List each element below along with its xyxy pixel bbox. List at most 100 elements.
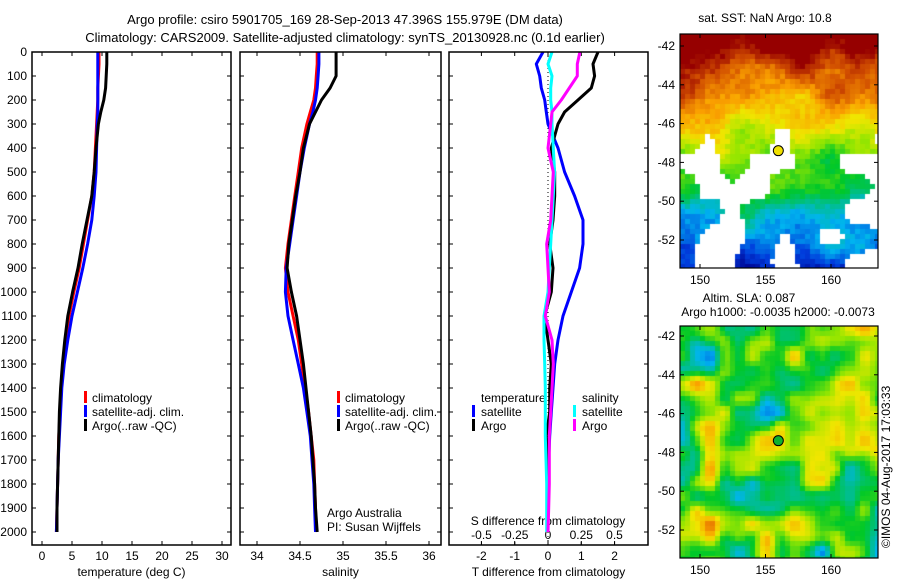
legend-swatch-satellite bbox=[337, 405, 340, 417]
depth-tick-label: 100 bbox=[7, 69, 27, 83]
series-line-salinity-satellite bbox=[542, 52, 557, 532]
legend-salinity-heading: salinity bbox=[582, 391, 619, 405]
map-lon-label: 155 bbox=[755, 563, 775, 577]
legend-satellite: satellite-adj. clim. bbox=[92, 405, 184, 419]
map-lat-label: -50 bbox=[658, 194, 676, 208]
legend-t-satellite: satellite bbox=[481, 405, 522, 419]
series-line-satellite-adj-clim- bbox=[54, 52, 100, 533]
depth-tick-label: 1700 bbox=[0, 453, 27, 467]
plot-frame-salinity bbox=[239, 51, 442, 546]
map-lon-label: 150 bbox=[690, 563, 710, 577]
depth-tick-label: 1300 bbox=[0, 357, 27, 371]
map-lat-label: -42 bbox=[658, 329, 676, 343]
map-frame bbox=[679, 325, 879, 559]
legend-swatch-climatology bbox=[337, 391, 340, 403]
legend-satellite: satellite-adj. clim. bbox=[345, 405, 437, 419]
map-lon-label: 155 bbox=[755, 273, 775, 287]
map-lat-label: -42 bbox=[658, 39, 676, 53]
depth-tick-label: 1000 bbox=[0, 285, 27, 299]
sla-map-title: Altim. SLA: 0.087 bbox=[703, 291, 796, 305]
x-tick-label: 15 bbox=[125, 549, 139, 563]
depth-tick-label: 1800 bbox=[0, 477, 27, 491]
x-tick-label: 0 bbox=[545, 549, 552, 563]
temperature-legend: climatology satellite-adj. clim. Argo(..… bbox=[84, 391, 184, 433]
map-lon-label: 160 bbox=[821, 273, 841, 287]
credit-line-2: PI: Susan Wijffels bbox=[327, 520, 421, 534]
legend-swatch-s-argo bbox=[573, 419, 576, 431]
x-tick-label: -1 bbox=[509, 549, 520, 563]
x-tick-label: 10 bbox=[95, 549, 109, 563]
title-line-2: Climatology: CARS2009. Satellite-adjuste… bbox=[85, 30, 605, 45]
legend-swatch-climatology bbox=[84, 391, 87, 403]
x-tick-label: 35.5 bbox=[374, 549, 398, 563]
map-frame bbox=[679, 33, 879, 269]
series-line-argo-raw-qc- bbox=[285, 52, 338, 533]
map-lat-label: -46 bbox=[658, 117, 676, 131]
x2-tick-label: 0.25 bbox=[570, 528, 594, 542]
x-tick-label: 20 bbox=[155, 549, 169, 563]
legend-argo: Argo(..raw -QC) bbox=[345, 419, 430, 433]
depth-tick-label: 200 bbox=[7, 93, 27, 107]
credit-line-1: Argo Australia bbox=[327, 506, 402, 520]
sst-map-title: sat. SST: NaN Argo: 10.8 bbox=[698, 11, 832, 25]
legend-s-argo: Argo bbox=[582, 419, 608, 433]
depth-tick-label: 1400 bbox=[0, 381, 27, 395]
depth-tick-label: 300 bbox=[7, 117, 27, 131]
x-tick-label: 35 bbox=[336, 549, 350, 563]
map-lon-label: 150 bbox=[690, 273, 710, 287]
legend-swatch-argo bbox=[84, 419, 87, 431]
imos-watermark: ©IMOS 04-Aug-2017 17:03:33 bbox=[879, 385, 893, 548]
sla-map-subtitle: Argo h1000: -0.0035 h2000: -0.0073 bbox=[681, 305, 875, 319]
map-lat-label: -44 bbox=[658, 78, 676, 92]
x2-tick-label: -0.5 bbox=[471, 528, 492, 542]
x2-tick-label: 0 bbox=[545, 528, 552, 542]
map-lat-label: -50 bbox=[658, 484, 676, 498]
argo-float-marker bbox=[772, 435, 784, 447]
legend-swatch-s-satellite bbox=[573, 405, 576, 417]
x-tick-label: 5 bbox=[69, 549, 76, 563]
plot-frame-difference bbox=[448, 51, 649, 546]
depth-tick-label: 600 bbox=[7, 189, 27, 203]
plot-frame-temperature bbox=[31, 51, 232, 546]
x2-tick-label: -0.25 bbox=[501, 528, 529, 542]
x-axis-label: temperature (deg C) bbox=[77, 565, 185, 579]
legend-swatch-t-argo bbox=[472, 419, 475, 431]
map-lon-label: 160 bbox=[821, 563, 841, 577]
x-tick-label: 34.5 bbox=[288, 549, 312, 563]
map-lat-label: -52 bbox=[658, 233, 676, 247]
map-lat-label: -52 bbox=[658, 523, 676, 537]
x-axis-label: T difference from climatology bbox=[472, 565, 626, 579]
depth-tick-label: 800 bbox=[7, 237, 27, 251]
legend-argo: Argo(..raw -QC) bbox=[92, 419, 177, 433]
legend-t-argo: Argo bbox=[481, 419, 507, 433]
legend-temperature-heading: temperature bbox=[481, 391, 546, 405]
x-tick-label: 25 bbox=[185, 549, 199, 563]
series-line-argo-raw-qc- bbox=[55, 52, 109, 532]
x-tick-label: 1 bbox=[578, 549, 585, 563]
legend-climatology: climatology bbox=[345, 391, 405, 405]
x-tick-label: 36 bbox=[422, 549, 436, 563]
x-tick-label: 34 bbox=[250, 549, 264, 563]
series-line-salinity-argo bbox=[543, 52, 582, 533]
argo-float-marker bbox=[772, 145, 784, 157]
legend-s-satellite: satellite bbox=[582, 405, 623, 419]
legend-swatch-satellite bbox=[84, 405, 87, 417]
x-axis-label: salinity bbox=[322, 565, 359, 579]
legend-swatch-argo bbox=[337, 419, 340, 431]
legend-climatology: climatology bbox=[92, 391, 152, 405]
map-lat-label: -48 bbox=[658, 445, 676, 459]
depth-tick-label: 0 bbox=[20, 45, 27, 59]
series-group-salinity bbox=[283, 52, 338, 533]
depth-tick-label: 1600 bbox=[0, 429, 27, 443]
salinity-legend: climatology satellite-adj. clim. Argo(..… bbox=[337, 391, 437, 433]
depth-tick-label: 900 bbox=[7, 261, 27, 275]
map-lat-label: -46 bbox=[658, 407, 676, 421]
depth-tick-label: 1200 bbox=[0, 333, 27, 347]
series-group-difference bbox=[534, 52, 600, 533]
map-lat-label: -44 bbox=[658, 368, 676, 382]
depth-tick-label: 700 bbox=[7, 213, 27, 227]
depth-tick-label: 1500 bbox=[0, 405, 27, 419]
depth-tick-label: 1900 bbox=[0, 501, 27, 515]
series-group-temperature bbox=[54, 52, 109, 533]
